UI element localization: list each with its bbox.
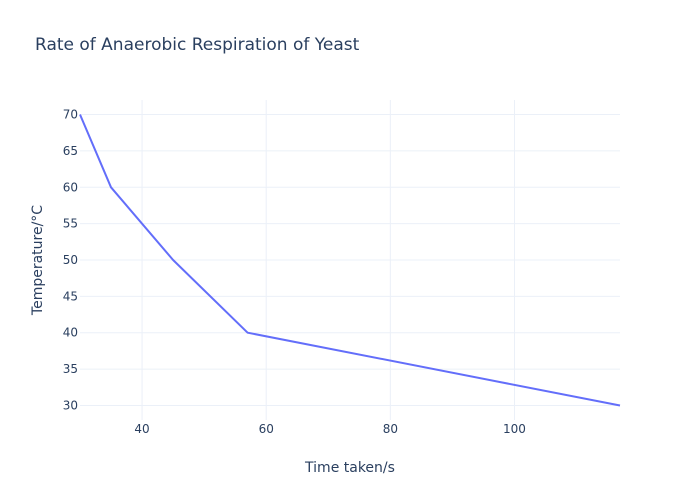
x-tick-label: 80 <box>383 422 398 436</box>
y-gridlines <box>80 114 620 406</box>
x-tick-label: 100 <box>503 422 526 436</box>
series-group <box>79 114 621 407</box>
chart-title: Rate of Anaerobic Respiration of Yeast <box>35 35 360 55</box>
y-tick-label: 65 <box>63 144 78 158</box>
series-line <box>79 114 621 407</box>
y-tick-label: 35 <box>63 362 78 376</box>
y-tick-label: 30 <box>63 398 78 412</box>
y-tick-label: 50 <box>63 253 78 267</box>
y-tick-label: 45 <box>63 289 78 303</box>
x-tick-label: 40 <box>134 422 149 436</box>
y-axis-title: Temperature/°C <box>30 205 46 316</box>
y-tick-label: 55 <box>63 217 78 231</box>
x-tick-label: 60 <box>259 422 274 436</box>
y-tick-labels: 30 35 40 45 50 55 60 65 70 <box>63 108 78 413</box>
y-tick-label: 60 <box>63 180 78 194</box>
x-axis-title: Time taken/s <box>304 460 395 476</box>
y-tick-label: 70 <box>63 108 78 122</box>
x-tick-labels: 40 60 80 100 <box>134 422 526 436</box>
y-tick-label: 40 <box>63 326 78 340</box>
